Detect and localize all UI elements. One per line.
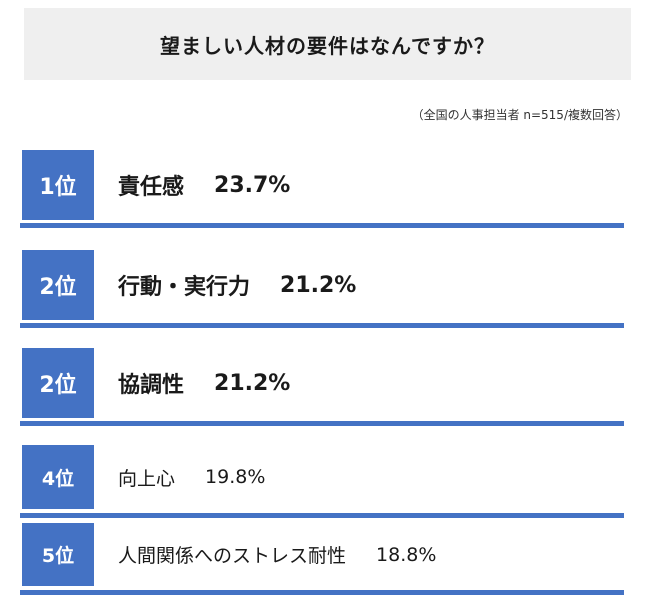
ranking-row-3: 2位 協調性 21.2% xyxy=(20,348,624,426)
rank-badge: 1位 xyxy=(22,150,94,220)
item-label: 責任感 xyxy=(118,175,185,200)
item-label: 向上心 xyxy=(118,467,176,490)
ranking-item: 協調性 21.2% xyxy=(118,348,290,418)
ranking-row-4: 4位 向上心 19.8% xyxy=(20,445,624,518)
item-value: 23.7% xyxy=(214,172,291,198)
survey-note: （全国の人事担当者 n=515/複数回答） xyxy=(411,108,628,122)
item-value: 21.2% xyxy=(280,272,357,298)
item-label: 人間関係へのストレス耐性 xyxy=(118,545,347,567)
item-value: 21.2% xyxy=(214,370,291,396)
ranking-row-5: 5位 人間関係へのストレス耐性 18.8% xyxy=(20,523,624,595)
item-label: 行動・実行力 xyxy=(118,275,251,300)
item-value: 19.8% xyxy=(205,466,266,488)
rank-badge: 2位 xyxy=(22,348,94,418)
rank-badge: 5位 xyxy=(22,523,94,586)
ranking-item: 人間関係へのストレス耐性 18.8% xyxy=(118,523,436,586)
rank-badge: 2位 xyxy=(22,250,94,320)
title-box: 望ましい人材の要件はなんですか？ xyxy=(24,8,631,80)
chart-title: 望ましい人材の要件はなんですか？ xyxy=(160,33,495,58)
ranking-row-2: 2位 行動・実行力 21.2% xyxy=(20,250,624,328)
ranking-item: 向上心 19.8% xyxy=(118,445,265,509)
rank-badge: 4位 xyxy=(22,445,94,509)
ranking-item: 行動・実行力 21.2% xyxy=(118,250,356,320)
ranking-row-1: 1位 責任感 23.7% xyxy=(20,150,624,228)
item-value: 18.8% xyxy=(376,543,437,566)
ranking-item: 責任感 23.7% xyxy=(118,150,290,220)
item-label: 協調性 xyxy=(118,373,185,398)
